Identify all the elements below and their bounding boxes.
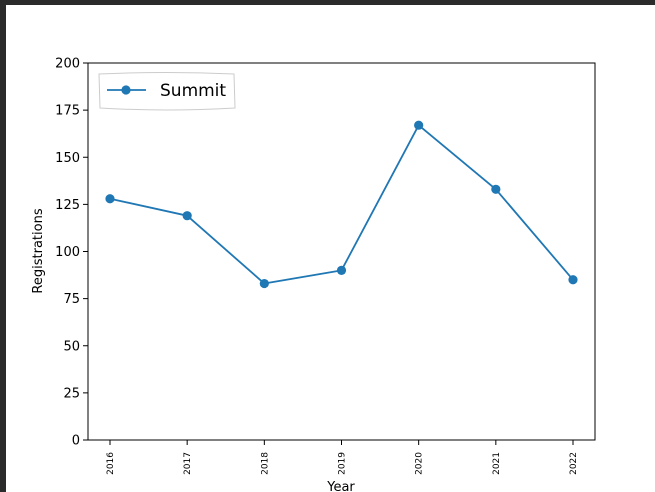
data-point [491, 184, 501, 194]
x-axis-label: Year [326, 480, 355, 492]
series-layer [105, 120, 578, 289]
x-tick-label: 2019 [338, 452, 348, 475]
x-tick-label: 2016 [106, 452, 116, 475]
series-line-summit [109, 124, 574, 285]
y-tick-label: 200 [55, 57, 80, 72]
y-tick-label: 150 [55, 151, 80, 166]
y-tick-label: 25 [63, 386, 80, 401]
y-tick-label: 0 [72, 434, 80, 449]
x-tick-label: 2020 [415, 452, 425, 475]
legend-frame [98, 72, 236, 111]
data-point [182, 211, 192, 221]
x-tick-label: 2021 [492, 452, 502, 475]
y-tick-label: 125 [55, 198, 80, 213]
y-tick-label: 75 [63, 292, 80, 307]
legend-label: Summit [160, 81, 226, 101]
data-point [105, 194, 115, 204]
x-axis: 2016 2017 2018 2019 2020 2021 2022 [106, 440, 579, 475]
y-axis: 0 25 50 75 100 125 150 175 200 [55, 57, 88, 449]
legend-marker [121, 85, 131, 95]
data-point [568, 275, 578, 285]
data-point [336, 265, 347, 275]
chart-canvas: 0 25 50 75 100 125 150 175 200 2016 2017 2018 2019 2… [6, 5, 655, 492]
y-tick-label: 50 [63, 339, 80, 354]
data-point [259, 278, 269, 289]
y-tick-label: 100 [55, 245, 80, 260]
data-point [414, 120, 424, 130]
x-tick-label: 2017 [183, 452, 193, 475]
legend: Summit [98, 72, 236, 111]
y-axis-label: Registrations [31, 208, 46, 293]
x-tick-label: 2018 [260, 452, 270, 475]
y-tick-label: 175 [55, 104, 80, 119]
plot-frame [87, 62, 596, 441]
x-tick-label: 2022 [569, 452, 579, 475]
